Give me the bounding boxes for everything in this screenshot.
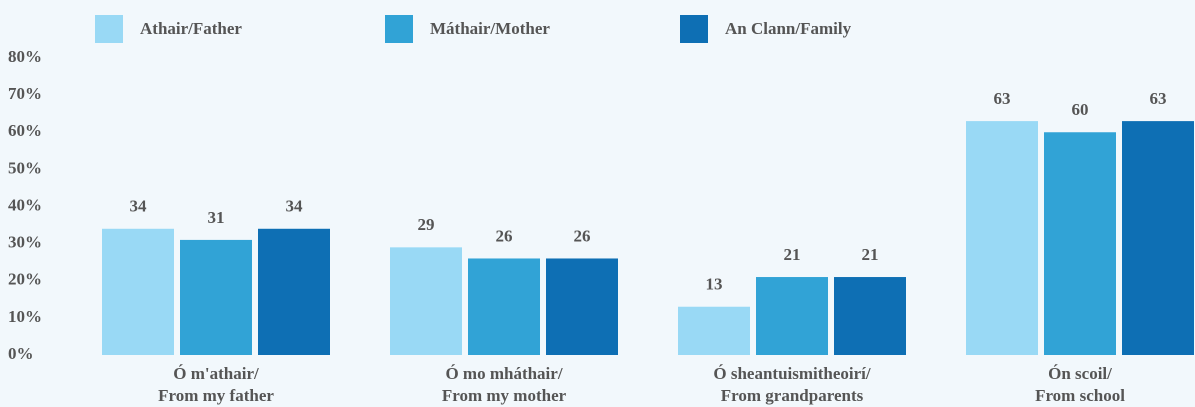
data-label: 26: [496, 226, 513, 245]
data-label: 63: [1150, 89, 1167, 108]
data-label: 21: [784, 245, 801, 264]
data-label: 34: [130, 197, 148, 216]
legend-swatch: [680, 15, 708, 43]
bar: [966, 121, 1038, 355]
legend-label: Athair/Father: [140, 19, 242, 38]
x-tick-label: Ó mo mháthair/: [445, 364, 562, 383]
y-tick-label: 60%: [8, 121, 42, 140]
bar: [834, 277, 906, 355]
legend-swatch: [385, 15, 413, 43]
data-label: 13: [706, 275, 723, 294]
data-label: 26: [574, 226, 591, 245]
x-tick-label: Ón scoil/: [1048, 364, 1112, 383]
y-tick-label: 10%: [8, 307, 42, 326]
bar: [678, 306, 750, 355]
y-tick-label: 20%: [8, 270, 42, 289]
x-tick-label: Ó sheantuismitheoirí/: [713, 364, 871, 383]
y-tick-label: 30%: [8, 233, 42, 252]
x-tick-label: Ó m'athair/: [173, 364, 259, 383]
data-label: 21: [862, 245, 879, 264]
x-tick-label: From my father: [158, 386, 274, 405]
y-tick-label: 40%: [8, 195, 42, 214]
bar: [390, 247, 462, 355]
data-label: 60: [1072, 100, 1089, 119]
bar: [1044, 132, 1116, 355]
bar: [756, 277, 828, 355]
y-tick-label: 70%: [8, 84, 42, 103]
bar: [258, 228, 330, 355]
y-tick-label: 50%: [8, 158, 42, 177]
bar: [102, 228, 174, 355]
x-tick-label: From school: [1035, 386, 1125, 405]
bar: [180, 239, 252, 355]
data-label: 29: [418, 215, 435, 234]
bar: [546, 258, 618, 355]
legend-swatch: [95, 15, 123, 43]
legend-label: Máthair/Mother: [430, 19, 550, 38]
data-label: 34: [286, 197, 304, 216]
data-label: 31: [208, 208, 225, 227]
x-tick-label: From my mother: [442, 386, 567, 405]
y-tick-label: 80%: [8, 47, 42, 66]
x-tick-label: From grandparents: [721, 386, 864, 405]
y-tick-label: 0%: [8, 344, 34, 363]
legend-label: An Clann/Family: [725, 19, 852, 38]
bar: [1122, 121, 1194, 355]
data-label: 63: [994, 89, 1011, 108]
bar: [468, 258, 540, 355]
